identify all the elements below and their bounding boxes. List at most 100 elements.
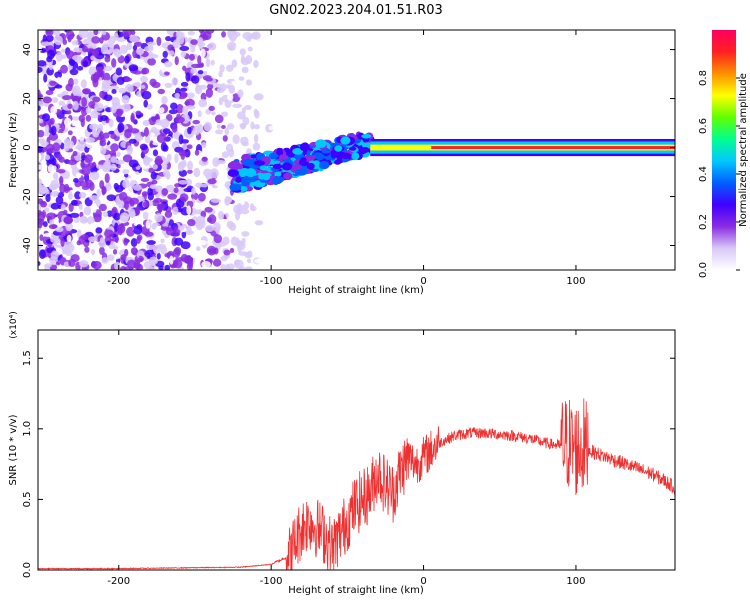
spectrogram-cell	[38, 129, 45, 138]
spectrogram-cell	[115, 195, 121, 206]
spectrogram-cell	[120, 200, 125, 208]
spectrogram-cell	[38, 164, 46, 170]
spectrogram-cell	[253, 108, 259, 117]
spectrogram-cell	[168, 219, 174, 227]
spectrogram-cell	[164, 210, 173, 218]
spectrogram-cell	[48, 132, 59, 141]
spectrogram-cell	[221, 124, 226, 129]
spectrogram-cell	[242, 31, 253, 40]
spectrogram-cell	[214, 129, 224, 135]
spectrogram-cell	[244, 105, 252, 111]
spectrogram-cell	[262, 65, 271, 70]
spectrogram-cell	[130, 30, 136, 35]
spectrogram-cell	[221, 31, 226, 38]
spectrogram-cell	[66, 140, 74, 149]
spectrogram-cell	[161, 188, 169, 196]
spectrogram-cell	[96, 164, 104, 170]
spectrogram-cell	[38, 105, 41, 111]
spectrogram-cell	[198, 43, 203, 50]
spectrogram-cell	[141, 67, 150, 75]
spectrogram-cell	[50, 105, 58, 115]
carrier-band-core	[431, 146, 675, 150]
spectrogram-cell	[187, 30, 196, 36]
spectrogram-cell	[135, 134, 141, 142]
spectrogram-cell	[164, 82, 173, 88]
spectrogram-cell	[57, 192, 65, 198]
spectrogram-cell	[223, 249, 231, 256]
spectrogram-cell	[179, 193, 189, 202]
spectrogram-cell	[38, 138, 46, 144]
spectrogram-cell	[78, 235, 86, 245]
spectrogram-cell	[72, 100, 79, 111]
spectrogram-cell	[151, 179, 158, 185]
snr-frame	[37, 329, 676, 571]
spectrogram-cell	[38, 152, 42, 162]
spectrogram-cell	[249, 203, 254, 209]
spectrogram-cell	[152, 245, 161, 254]
spectrogram-cell	[351, 152, 360, 161]
spectrogram-cell	[222, 135, 228, 142]
spectrogram-cell	[165, 228, 175, 236]
colorbar-label: Normalized spectral amplitude	[738, 73, 749, 227]
spectrogram-cell	[178, 161, 187, 169]
spectrogram-cell	[238, 168, 247, 178]
spectrogram-cell	[191, 187, 197, 195]
spectrogram-cell	[143, 99, 149, 108]
spectrogram-cell	[115, 67, 123, 76]
spectrogram-cell	[69, 212, 80, 218]
spectrogram-cell	[226, 64, 234, 72]
spectrogram-cell	[161, 64, 166, 73]
spectrogram-cell	[45, 193, 51, 203]
spectrogram-cell	[205, 58, 211, 68]
spectrogram-cell	[192, 125, 201, 136]
spectrogram-cell	[190, 39, 198, 45]
spectrogram-cell	[67, 130, 73, 136]
spectrogram-cell	[55, 52, 63, 62]
colorbar-tick-label: 0.6	[698, 118, 709, 134]
spectrogram-cell	[197, 239, 208, 246]
spectrogram-cell	[38, 249, 46, 260]
spectrogram-cell	[244, 266, 253, 270]
spectrogram-cell	[100, 115, 108, 122]
spectrogram-cell	[58, 100, 66, 106]
spectrogram-cell	[183, 255, 192, 264]
spectrogram-cell	[203, 121, 212, 132]
spectrogram-cell	[38, 66, 43, 74]
spectrogram-cell	[45, 89, 54, 96]
spectrogram-cell	[68, 192, 73, 200]
spectrogram-cell	[70, 33, 75, 38]
spectrogram-cell	[162, 128, 171, 134]
spectrogram-cell	[99, 140, 107, 147]
spectrogram-cell	[104, 159, 111, 167]
spectrogram-cell	[119, 212, 130, 223]
spectrogram-cell	[122, 179, 130, 189]
spectrogram-cell	[132, 45, 138, 51]
spectrogram-cell	[197, 69, 204, 75]
spectrogram-cell	[129, 35, 140, 43]
spectrogram-cell	[140, 177, 150, 182]
y-tick-label: 40	[22, 43, 33, 56]
spectrogram-cell	[233, 259, 244, 269]
spectrogram-cell	[48, 224, 58, 230]
y-tick-label: 0.5	[22, 491, 33, 507]
spectrogram-cell	[241, 186, 248, 192]
spectrogram-cell	[116, 76, 125, 85]
spectrogram-cell	[250, 154, 258, 159]
x-tick-label: 100	[566, 576, 585, 587]
spectrogram-cell	[234, 211, 241, 221]
spectrogram-cell	[156, 133, 167, 143]
spectrogram-cell	[270, 73, 279, 80]
spectrogram-cell	[142, 119, 150, 127]
spectrogram-cell	[65, 222, 73, 232]
spectrogram-cell	[252, 142, 261, 151]
spectrogram-cell	[48, 80, 57, 86]
spectrogram-cell	[135, 100, 143, 110]
spectrogram-cell	[240, 136, 249, 146]
spectrogram-cell	[79, 260, 89, 268]
spectrogram-cell	[232, 103, 243, 108]
spectrogram-cell	[94, 102, 104, 112]
snr-panel: -200 -100 0 100 0.0 0.5 1.0 1.5 Height of stra…	[8, 311, 676, 596]
spectrogram-cell	[187, 92, 195, 99]
x-tick-label: -100	[260, 576, 283, 587]
